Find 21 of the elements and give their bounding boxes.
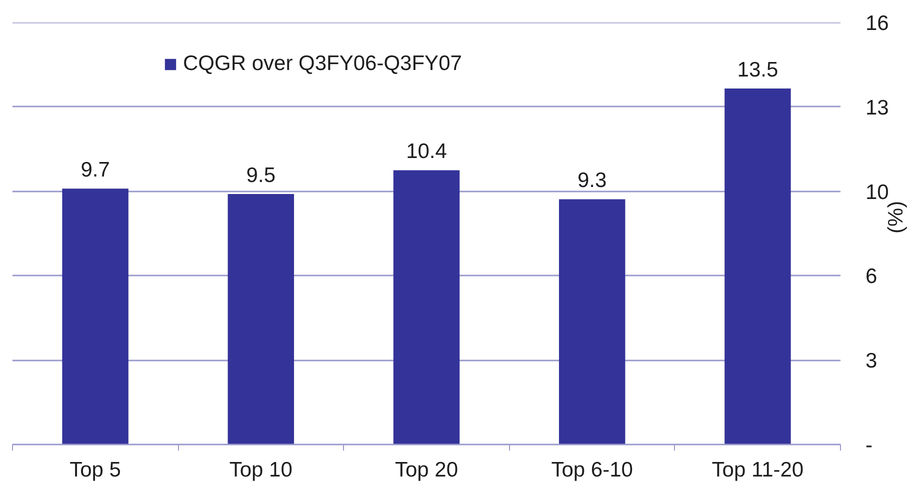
x-tick-label: Top 6-10 <box>551 458 633 482</box>
bar <box>62 188 128 444</box>
data-label: 9.5 <box>246 164 276 187</box>
y-tick-label: 3 <box>866 350 878 373</box>
bar <box>558 199 626 444</box>
x-tick-label: Top 10 <box>229 458 292 482</box>
bar <box>393 170 460 444</box>
y-tick-label: 13 <box>866 96 889 120</box>
bar <box>724 88 791 444</box>
data-label: 9.3 <box>578 169 607 192</box>
data-label: 10.4 <box>406 140 448 164</box>
data-label: 9.7 <box>80 158 110 182</box>
legend-label: CQGR over Q3FY06-Q3FY07 <box>183 52 462 76</box>
x-tick-label: Top 11-20 <box>712 458 804 482</box>
y-tick-label: - <box>866 434 872 457</box>
x-tick-label: Top 5 <box>70 458 121 482</box>
data-label: 13.5 <box>737 58 778 82</box>
bar <box>228 194 294 444</box>
x-tick-label: Top 20 <box>394 458 458 482</box>
y-tick-label: 6 <box>866 265 878 288</box>
y-tick-label: 16 <box>866 12 889 35</box>
